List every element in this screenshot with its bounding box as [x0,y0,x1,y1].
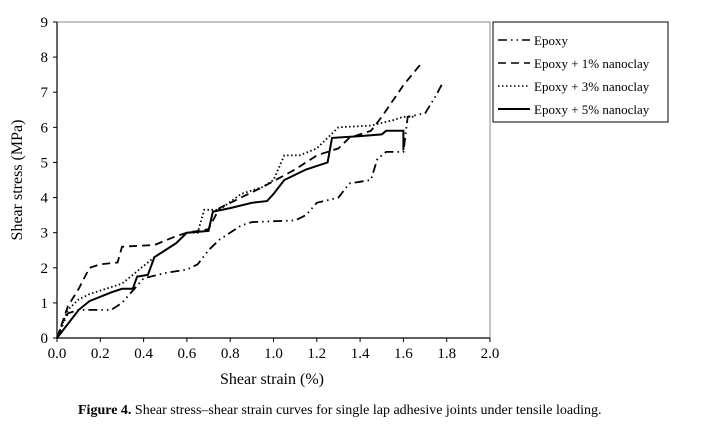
caption-text: Shear stress–shear strain curves for sin… [131,403,602,418]
x-tick-label: 0.8 [221,346,240,362]
x-tick-label: 1.6 [394,346,413,362]
y-tick-label: 4 [41,191,49,207]
legend-label: Epoxy + 3% nanoclay [534,79,650,94]
x-tick-label: 1.2 [307,346,326,362]
x-axis-label: Shear strain (%) [220,371,324,388]
series-line-3 [56,129,405,339]
legend [492,21,669,123]
series-line-0 [56,82,444,339]
x-tick-label: 1.0 [264,346,283,362]
y-axis-label: Shear stress (MPa) [9,120,26,241]
y-tick-label: 1 [41,296,49,312]
y-tick-label: 8 [41,50,49,66]
x-tick-label: 0.2 [91,346,110,362]
y-tick-label: 3 [41,226,49,242]
y-tick-label: 6 [41,120,49,136]
series-line-1 [56,63,422,339]
legend-label: Epoxy + 1% nanoclay [534,56,650,71]
y-tick-label: 0 [41,331,49,347]
figure-caption: Figure 4. Shear stress–shear strain curv… [78,403,601,419]
y-tick-label: 7 [41,85,49,101]
legend-label: Epoxy [534,33,568,48]
x-tick-label: 0.0 [48,346,67,362]
x-tick-label: 2.0 [481,346,500,362]
y-tick-label: 9 [41,15,49,31]
x-tick-label: 0.4 [134,346,153,362]
x-tick-label: 1.8 [437,346,456,362]
x-tick-label: 0.6 [178,346,197,362]
plot-frame [56,21,491,339]
series-line-2 [56,115,415,339]
y-tick-label: 2 [41,261,49,277]
caption-label: Figure 4. [78,403,132,418]
x-tick-label: 1.4 [351,346,370,362]
y-tick-label: 5 [41,155,49,171]
legend-label: Epoxy + 5% nanoclay [534,102,650,117]
